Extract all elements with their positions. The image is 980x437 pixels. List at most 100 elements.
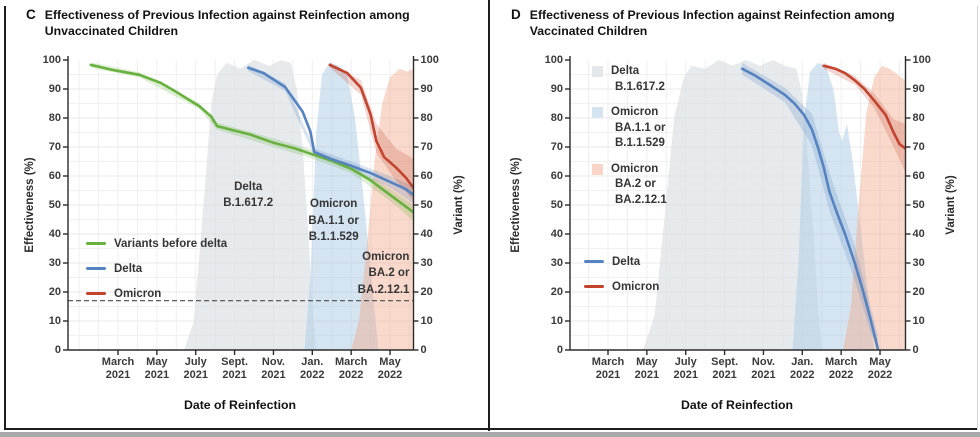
variant-axis-label-c: Variant (%) (453, 175, 465, 235)
panel-c-title-line-1: Effectiveness of Previous Infection agai… (44, 8, 410, 22)
x-tick-month: Nov. (261, 356, 285, 368)
y-tick-label-left: 40 (48, 228, 61, 240)
legend-item-omicron: Omicron (86, 281, 227, 306)
ci-band-omicron (329, 62, 414, 201)
x-tick-year: 2022 (790, 369, 815, 381)
x-tick-month: March (591, 356, 625, 368)
series-line-variants-before-delta (89, 63, 414, 214)
date-of-reinfection-label-c: Date of Reinfection (183, 398, 297, 412)
y-tick-label-left: 30 (550, 257, 563, 269)
variant-region-omicron-ba-2-or-ba-2-12-1 (351, 68, 414, 350)
y-tick-label-left: 70 (48, 141, 61, 153)
x-tick-label: Sept. 2021 (711, 356, 738, 382)
y-tick-label-left: 50 (48, 199, 61, 211)
x-tick-label: July 2021 (183, 356, 207, 382)
x-tick-month: July (674, 356, 697, 368)
x-tick-year: 2022 (828, 369, 854, 381)
y-tick-label-right: 90 (912, 83, 925, 95)
x-tick-month: May (379, 356, 401, 368)
x-tick-label: March 2021 (102, 356, 134, 382)
x-tick-label: Sept. 2021 (221, 356, 248, 382)
x-tick-label: March 2021 (592, 356, 624, 382)
annotation-delta-b-1-617-2: Delta B.1.617.2 (223, 179, 273, 212)
panel-d-title-line-1: Effectiveness of Previous Infection agai… (529, 8, 895, 22)
x-tick-label: July 2021 (673, 356, 697, 382)
y-tick-label-left: 20 (48, 286, 61, 298)
legend-line-swatch (584, 285, 604, 288)
line-legend-c: Variants before delta Delta Omicron (86, 231, 227, 306)
legend-region-swatch (592, 107, 603, 118)
x-tick-label: May 2022 (868, 356, 892, 382)
legend-label-line: BA.1.1 or (615, 121, 666, 134)
y-tick-label-right: 50 (912, 199, 925, 211)
panel-d-header: D Effectiveness of Previous Infection ag… (511, 7, 895, 39)
effectiveness-axis-label-d: Effectiveness (%) (510, 157, 522, 253)
x-tick-year: 2022 (377, 369, 403, 381)
y-tick-label-left: 70 (550, 141, 563, 153)
y-tick-label-left: 80 (48, 112, 61, 124)
x-tick-month: May (869, 356, 891, 368)
annotation-line: Omicron (362, 250, 410, 263)
legend-line-swatch (584, 260, 604, 263)
y-tick-label-right: 90 (420, 83, 433, 95)
y-tick-label-right: 20 (912, 286, 925, 298)
x-tick-year: 2022 (300, 369, 325, 381)
y-tick-label-right: 60 (912, 170, 925, 182)
figure-bottom-strip (0, 432, 980, 437)
panel-c-title-line-2: Unvaccinated Children (44, 24, 178, 38)
y-tick-label-right: 0 (420, 344, 427, 356)
legend-region-swatch (592, 66, 603, 77)
legend-label: Variants before delta (114, 237, 228, 250)
x-tick-month: May (146, 356, 168, 368)
legend-line-swatch (86, 242, 106, 245)
legend-item-delta: Delta (584, 249, 659, 274)
effectiveness-axis-label-c: Effectiveness (%) (24, 157, 36, 253)
x-tick-label: Nov. 2021 (751, 356, 775, 382)
y-tick-label-right: 0 (912, 344, 919, 356)
y-tick-label-right: 50 (420, 199, 433, 211)
x-tick-month: Jan. (301, 356, 324, 368)
series-line-omicron (822, 64, 906, 150)
y-tick-label-right: 30 (420, 257, 433, 269)
x-tick-year: 2021 (222, 369, 247, 381)
figure-right-border (977, 6, 978, 430)
x-tick-year: 2021 (712, 369, 737, 381)
annotation-line: BA.2.12.1 (357, 283, 410, 296)
series-line-omicron (328, 63, 414, 189)
legend-item-omicron-ba-2-or-ba-2-12-1: Omicron BA.2 or BA.2.12.1 (592, 162, 667, 209)
figure-left-border (4, 6, 6, 430)
x-tick-year: 2021 (634, 369, 660, 381)
x-tick-label: May 2021 (145, 356, 169, 382)
ci-band-delta (248, 64, 414, 204)
legend-line-swatch (86, 267, 106, 270)
legend-item-variants-before-delta: Variants before delta (86, 231, 227, 256)
y-tick-label-left: 60 (550, 170, 563, 182)
legend-label-line: B.1.1.529 (615, 137, 665, 149)
ci-band-omicron (823, 62, 906, 172)
x-tick-year: 2021 (673, 369, 698, 381)
variant-axis-label-d: Variant (%) (945, 175, 957, 235)
y-tick-label-left: 100 (544, 54, 563, 66)
panel-divider (488, 0, 490, 431)
legend-label-line: B.1.617.2 (615, 80, 665, 93)
x-tick-label: March 2022 (335, 356, 367, 382)
annotation-line: B.1.1.529 (308, 231, 359, 244)
y-tick-label-left: 0 (54, 344, 61, 356)
x-tick-month: July (184, 356, 207, 368)
y-tick-label-left: 10 (48, 315, 61, 327)
legend-label: Delta B.1.617.2 (611, 64, 665, 95)
y-tick-label-left: 90 (550, 83, 563, 95)
panel-d-letter: D (511, 7, 521, 22)
series-line-delta (740, 67, 880, 350)
legend-label-line: Delta (611, 65, 640, 77)
y-tick-label-right: 10 (912, 315, 925, 327)
x-tick-year: 2022 (338, 369, 364, 381)
y-tick-label-left: 100 (42, 54, 61, 66)
x-tick-month: March (334, 356, 368, 368)
legend-label: Omicron BA.2 or BA.2.12.1 (611, 162, 667, 209)
legend-item-omicron: Omicron (584, 274, 659, 299)
legend-line-swatch (86, 292, 106, 295)
panel-c-letter: C (26, 7, 36, 22)
y-tick-label-left: 10 (550, 315, 563, 327)
